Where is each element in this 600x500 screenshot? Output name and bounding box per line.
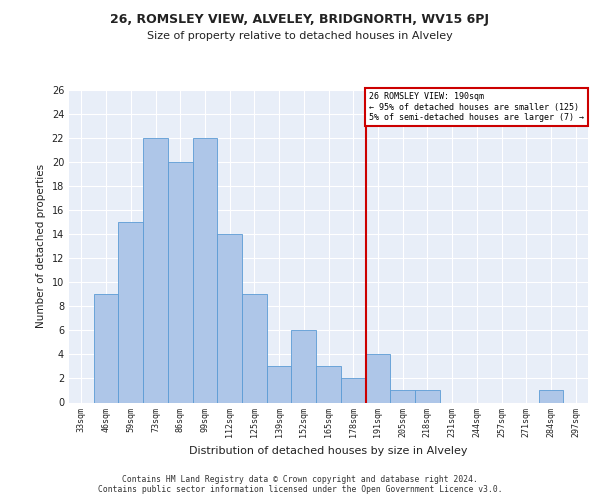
Text: 26 ROMSLEY VIEW: 190sqm
← 95% of detached houses are smaller (125)
5% of semi-de: 26 ROMSLEY VIEW: 190sqm ← 95% of detache… <box>369 92 584 122</box>
Bar <box>539 390 563 402</box>
Text: 26, ROMSLEY VIEW, ALVELEY, BRIDGNORTH, WV15 6PJ: 26, ROMSLEY VIEW, ALVELEY, BRIDGNORTH, W… <box>110 12 490 26</box>
Text: Size of property relative to detached houses in Alveley: Size of property relative to detached ho… <box>147 31 453 41</box>
Bar <box>94 294 118 403</box>
Bar <box>390 390 415 402</box>
Bar <box>316 366 341 402</box>
X-axis label: Distribution of detached houses by size in Alveley: Distribution of detached houses by size … <box>189 446 468 456</box>
Bar <box>365 354 390 403</box>
Text: Contains HM Land Registry data © Crown copyright and database right 2024.
Contai: Contains HM Land Registry data © Crown c… <box>98 474 502 494</box>
Bar <box>168 162 193 402</box>
Y-axis label: Number of detached properties: Number of detached properties <box>36 164 46 328</box>
Bar <box>242 294 267 403</box>
Bar <box>292 330 316 402</box>
Bar <box>341 378 365 402</box>
Bar <box>143 138 168 402</box>
Bar <box>267 366 292 402</box>
Bar <box>217 234 242 402</box>
Bar <box>193 138 217 402</box>
Bar <box>118 222 143 402</box>
Bar <box>415 390 440 402</box>
